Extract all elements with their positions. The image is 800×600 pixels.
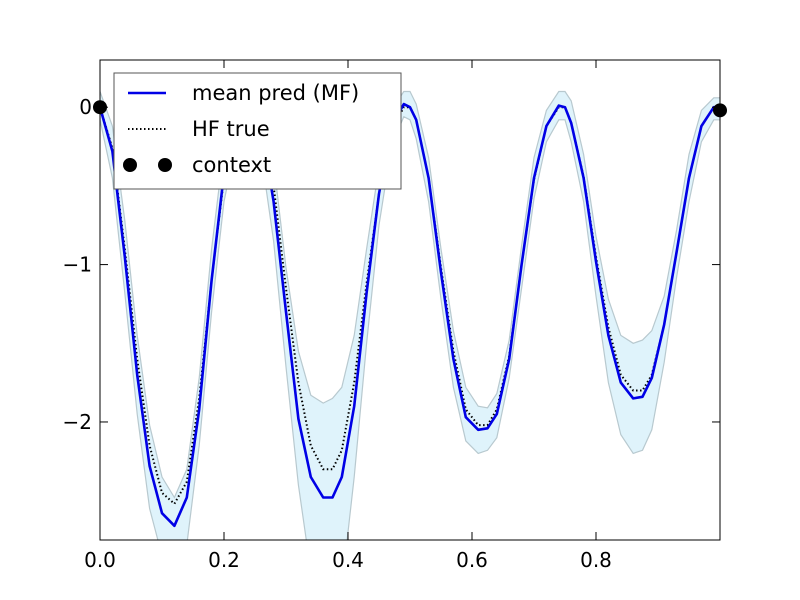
x-tick-label: 0.2: [208, 548, 240, 572]
plot-area: [100, 87, 720, 540]
legend-label-mean: mean pred (MF): [192, 81, 359, 105]
plot-frame: [99, 59, 721, 541]
x-tick-label: 0.6: [456, 548, 488, 572]
x-tick-label: 0.8: [580, 548, 612, 572]
legend: mean pred (MF) HF true context: [113, 72, 402, 190]
band-upper-edge: [100, 87, 720, 499]
axes: 0.0 0.2 0.4 0.6 0.8 0 −1 −2: [63, 60, 727, 572]
context-point: [713, 103, 727, 118]
y-tick-label: −1: [63, 253, 92, 277]
legend-marker-context: [123, 158, 137, 172]
legend-label-true: HF true: [192, 117, 270, 141]
y-tick-label: −2: [63, 410, 92, 434]
x-tick-label: 0.0: [84, 548, 116, 572]
y-tick-label: 0: [79, 95, 92, 119]
band-lower-edge: [100, 115, 720, 540]
legend-label-context: context: [192, 153, 271, 177]
uncertainty-band: [100, 88, 720, 540]
x-tick-label: 0.4: [332, 548, 364, 572]
legend-marker-context: [158, 158, 172, 172]
series-mean-pred: [100, 102, 720, 528]
